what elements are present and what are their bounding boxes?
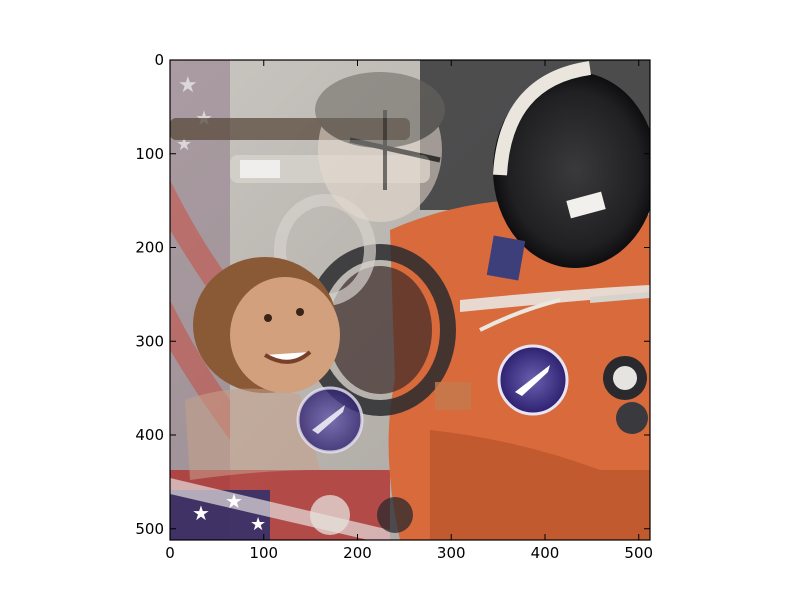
x-tick-label: 0 bbox=[165, 544, 175, 562]
y-tick-label: 200 bbox=[135, 239, 164, 257]
axes-frame bbox=[169, 59, 651, 541]
svg-text:★: ★ bbox=[192, 501, 210, 525]
astronaut-image: ★ ★ ★ ★ ★ ★ bbox=[170, 60, 650, 540]
x-tick-label: 200 bbox=[343, 544, 372, 562]
y-axis: 0 100 200 300 400 500 bbox=[135, 51, 650, 538]
svg-text:★: ★ bbox=[178, 73, 198, 98]
y-tick-label: 100 bbox=[135, 145, 164, 163]
y-tick-label: 500 bbox=[135, 520, 164, 538]
svg-text:★: ★ bbox=[225, 489, 243, 513]
y-tick-label: 0 bbox=[154, 51, 164, 69]
x-axis: 0 100 200 300 400 500 bbox=[165, 60, 653, 562]
x-tick-label: 100 bbox=[249, 544, 278, 562]
x-tick-label: 400 bbox=[531, 544, 560, 562]
x-tick-label: 300 bbox=[437, 544, 466, 562]
y-tick-label: 400 bbox=[135, 426, 164, 444]
x-tick-label: 500 bbox=[624, 544, 653, 562]
y-tick-label: 300 bbox=[135, 332, 164, 350]
svg-text:★: ★ bbox=[250, 514, 266, 535]
